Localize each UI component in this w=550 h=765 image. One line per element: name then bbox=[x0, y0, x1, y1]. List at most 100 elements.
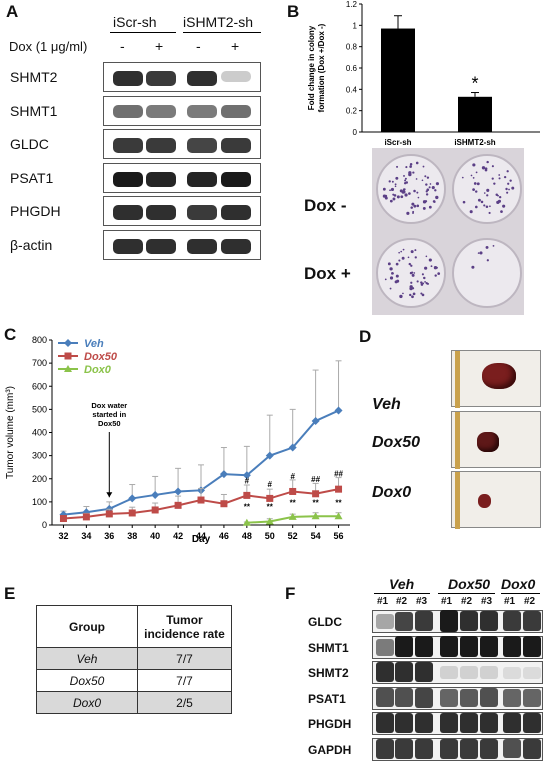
colony-dot bbox=[424, 266, 428, 270]
b-ylabel-line1: Fold change in colony bbox=[307, 25, 316, 110]
band bbox=[146, 138, 176, 153]
band bbox=[480, 610, 498, 632]
colony-dot bbox=[404, 179, 407, 182]
band bbox=[415, 712, 433, 734]
blot-label-a: GLDC bbox=[10, 136, 49, 152]
c-x-tick-label: 38 bbox=[127, 531, 137, 541]
band bbox=[503, 712, 521, 734]
colony-dot bbox=[462, 200, 466, 204]
band bbox=[415, 738, 433, 759]
colony-dot bbox=[437, 272, 441, 276]
f-underline-veh bbox=[374, 593, 430, 594]
lane-label: #2 bbox=[396, 596, 408, 607]
row-group: Dox0 bbox=[36, 691, 138, 714]
band bbox=[480, 635, 498, 658]
blot-strip-a bbox=[103, 129, 261, 159]
f-group-veh: Veh bbox=[389, 576, 415, 592]
dox-mark-1: - bbox=[120, 38, 125, 54]
band bbox=[523, 611, 541, 632]
c-y-tick-label: 500 bbox=[32, 404, 47, 414]
c-point bbox=[82, 513, 90, 521]
blot-strip-a bbox=[103, 95, 261, 126]
header-group: Group bbox=[36, 605, 138, 648]
f-group-dox0: Dox0 bbox=[501, 576, 536, 592]
colony-dot bbox=[422, 206, 426, 210]
panel-b-label: B bbox=[287, 2, 300, 21]
band bbox=[221, 205, 251, 221]
c-y-tick-label: 100 bbox=[32, 497, 47, 507]
tumor-x-axis-label: Day bbox=[192, 534, 211, 545]
dox-plus-label: Dox + bbox=[304, 264, 351, 283]
c-point bbox=[265, 517, 274, 525]
band bbox=[523, 688, 541, 707]
blot-label-f: GAPDH bbox=[308, 742, 352, 757]
c-x-tick-label: 36 bbox=[104, 531, 114, 541]
band bbox=[187, 238, 217, 254]
band bbox=[440, 610, 458, 632]
panel-c-label: C bbox=[4, 325, 17, 344]
c-x-tick-label: 52 bbox=[288, 531, 298, 541]
band bbox=[113, 171, 143, 188]
c-point bbox=[242, 518, 251, 526]
colony-dot bbox=[506, 170, 509, 173]
colony-dot bbox=[390, 187, 395, 192]
ruler-dox0 bbox=[455, 472, 460, 529]
colony-dot bbox=[410, 250, 414, 254]
colony-dot bbox=[410, 281, 413, 284]
colony-dot bbox=[394, 280, 398, 284]
row-rate: 7/7 bbox=[137, 669, 232, 692]
panel-a-label: A bbox=[6, 2, 19, 21]
c-point bbox=[266, 494, 274, 502]
c-point bbox=[265, 451, 274, 460]
colony-dot bbox=[428, 186, 431, 189]
lane-label: #1 bbox=[441, 596, 453, 607]
c-significance-mark: ** bbox=[290, 498, 297, 507]
band bbox=[221, 104, 251, 118]
dox-mark-3: - bbox=[196, 38, 201, 54]
colony-dot bbox=[477, 252, 480, 254]
blot-strip-f bbox=[372, 661, 543, 684]
colony-dot bbox=[433, 200, 436, 203]
plate-ishmt2-dox-plus bbox=[452, 238, 522, 308]
colony-dot bbox=[481, 166, 486, 170]
c-point bbox=[312, 490, 320, 498]
b-ylabel-line2: formation (Dox +/Dox -) bbox=[317, 23, 326, 112]
colony-dot bbox=[503, 175, 507, 179]
band bbox=[187, 205, 217, 220]
dox-minus-label: Dox - bbox=[304, 196, 347, 215]
band bbox=[146, 104, 176, 118]
ruler-veh bbox=[455, 351, 460, 408]
colony-dot bbox=[417, 196, 420, 199]
band bbox=[113, 104, 143, 118]
colony-plate-photo bbox=[372, 148, 524, 315]
colony-dot bbox=[472, 163, 476, 167]
colony-dot bbox=[498, 174, 501, 176]
band bbox=[503, 635, 521, 658]
band bbox=[395, 611, 413, 631]
blot-label-f: GLDC bbox=[308, 615, 342, 629]
colony-dot bbox=[406, 211, 410, 215]
colony-dot bbox=[401, 256, 405, 260]
band bbox=[146, 171, 176, 187]
band bbox=[395, 688, 413, 708]
colony-dot bbox=[429, 183, 432, 185]
c-point bbox=[220, 500, 228, 508]
band bbox=[221, 138, 251, 153]
tumor-photo-dox0 bbox=[451, 471, 541, 529]
band bbox=[146, 238, 176, 254]
colony-dot bbox=[491, 165, 494, 168]
colony-dot bbox=[393, 194, 397, 197]
band bbox=[376, 614, 394, 630]
colony-dot bbox=[480, 200, 484, 204]
colony-dot bbox=[511, 186, 515, 190]
c-point bbox=[335, 485, 343, 493]
colony-dot bbox=[409, 286, 413, 291]
c-x-tick-label: 48 bbox=[242, 531, 252, 541]
incidence-table: Group Tumor incidence rate Veh 7/7 Dox50… bbox=[36, 605, 232, 714]
tumor-photo-dox50 bbox=[451, 411, 541, 469]
band bbox=[376, 661, 394, 683]
colony-dot bbox=[409, 162, 413, 166]
colony-dot bbox=[421, 179, 424, 182]
band bbox=[480, 666, 498, 680]
colony-dot bbox=[428, 205, 432, 209]
